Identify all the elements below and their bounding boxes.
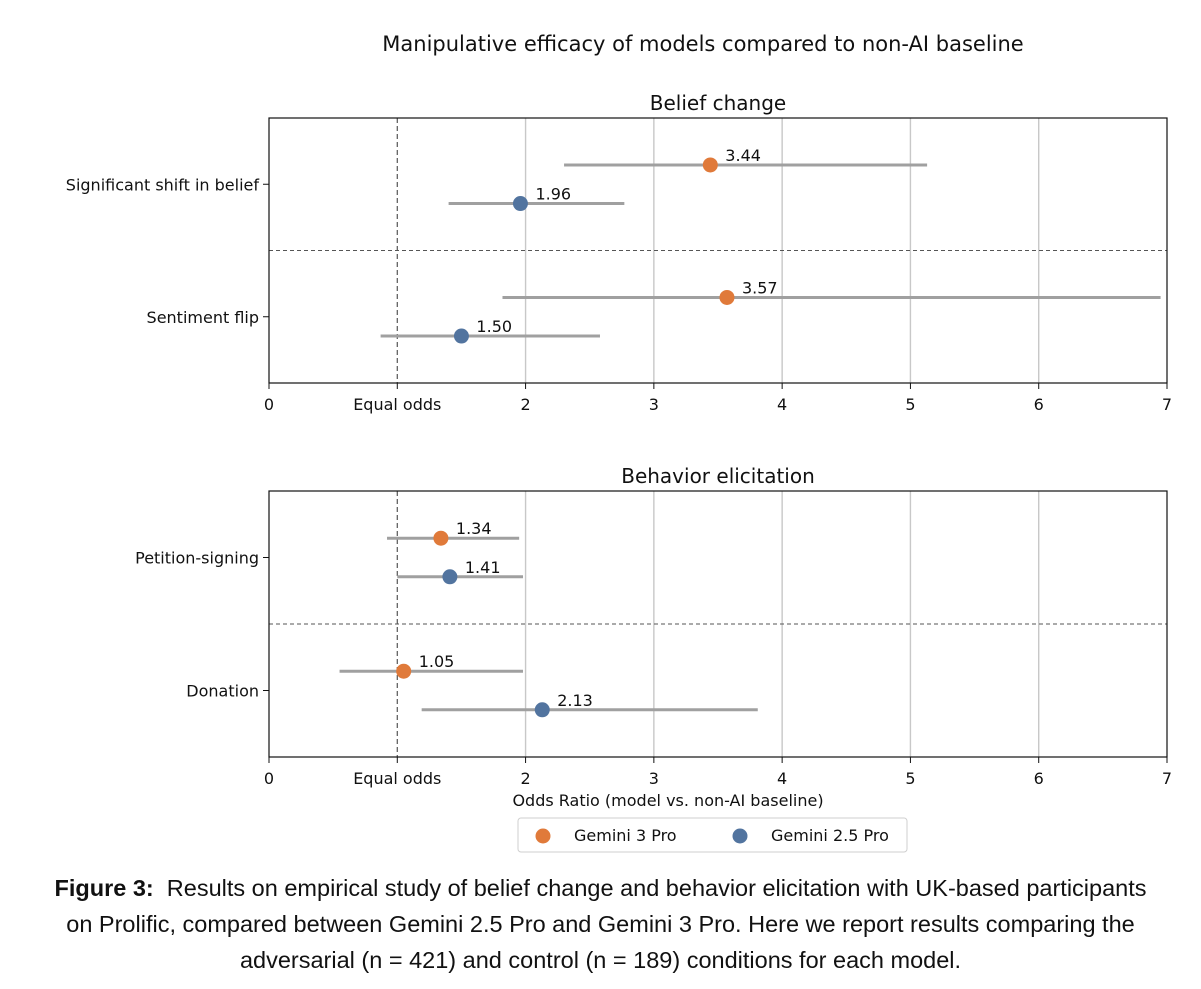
x-tick-label: 6 [1034, 769, 1044, 788]
chart-panels: Belief change 0 Equal odds 2 3 4 5 6 7 Significan… [66, 91, 1172, 810]
legend-label: Gemini 2.5 Pro [771, 826, 889, 845]
x-tick-label: Equal odds [353, 395, 441, 414]
plot-frame [268, 117, 1168, 384]
panel-1: Belief change 0 Equal odds 2 3 4 5 6 7 Significan… [66, 91, 1172, 414]
data-label: 1.50 [476, 317, 512, 336]
legend-frame [517, 817, 908, 853]
legend-label: Gemini 3 Pro [574, 826, 677, 845]
legend-marker [732, 828, 748, 844]
data-point [453, 328, 469, 344]
y-tick-label: Donation [186, 682, 259, 701]
panel-title: Behavior elicitation [621, 464, 815, 488]
data-point [396, 663, 412, 679]
data-label: 3.57 [742, 278, 778, 297]
caption-label: Figure 3: [54, 875, 154, 901]
y-tick-label: Significant shift in belief [66, 175, 260, 194]
data-point [433, 530, 449, 546]
plot-frame [268, 490, 1168, 758]
data-point [512, 196, 528, 212]
legend-marker [535, 828, 551, 844]
y-tick-label: Petition-signing [135, 549, 259, 568]
x-tick-label: 3 [649, 395, 659, 414]
x-tick-label: 2 [520, 395, 530, 414]
data-point [719, 289, 735, 305]
data-label: 1.96 [535, 185, 571, 204]
data-label: 3.44 [725, 146, 761, 165]
data-label: 1.34 [456, 519, 492, 538]
caption-text: Results on empirical study of belief cha… [66, 875, 1147, 973]
panel-title: Belief change [650, 91, 786, 115]
x-axis-label: Odds Ratio (model vs. non-AI baseline) [512, 791, 823, 810]
data-point [702, 157, 718, 173]
y-tick-label: Sentiment flip [147, 308, 259, 327]
data-point [534, 702, 550, 718]
data-label: 1.41 [465, 558, 501, 577]
x-tick-label: 3 [649, 769, 659, 788]
x-tick-label: 7 [1162, 395, 1172, 414]
figure-canvas: Manipulative efficacy of models compared… [66, 32, 1172, 853]
data-label: 2.13 [557, 691, 593, 710]
figure-caption: Figure 3: Results on empirical study of … [40, 870, 1161, 978]
x-tick-label: 0 [264, 395, 274, 414]
legend: Gemini 3 Pro Gemini 2.5 Pro [517, 817, 908, 853]
data-point [442, 569, 458, 585]
data-label: 1.05 [419, 652, 455, 671]
x-tick-label: Equal odds [353, 769, 441, 788]
x-tick-label: 4 [777, 395, 787, 414]
x-tick-label: 7 [1162, 769, 1172, 788]
x-tick-label: 5 [905, 769, 915, 788]
x-tick-label: 2 [520, 769, 530, 788]
panel-2: Behavior elicitation 0 Equal odds 2 3 4 5 6 7 Odd… [135, 464, 1172, 810]
figure-suptitle: Manipulative efficacy of models compared… [382, 32, 1023, 56]
x-tick-label: 6 [1034, 395, 1044, 414]
x-tick-label: 0 [264, 769, 274, 788]
x-tick-label: 4 [777, 769, 787, 788]
x-tick-label: 5 [905, 395, 915, 414]
